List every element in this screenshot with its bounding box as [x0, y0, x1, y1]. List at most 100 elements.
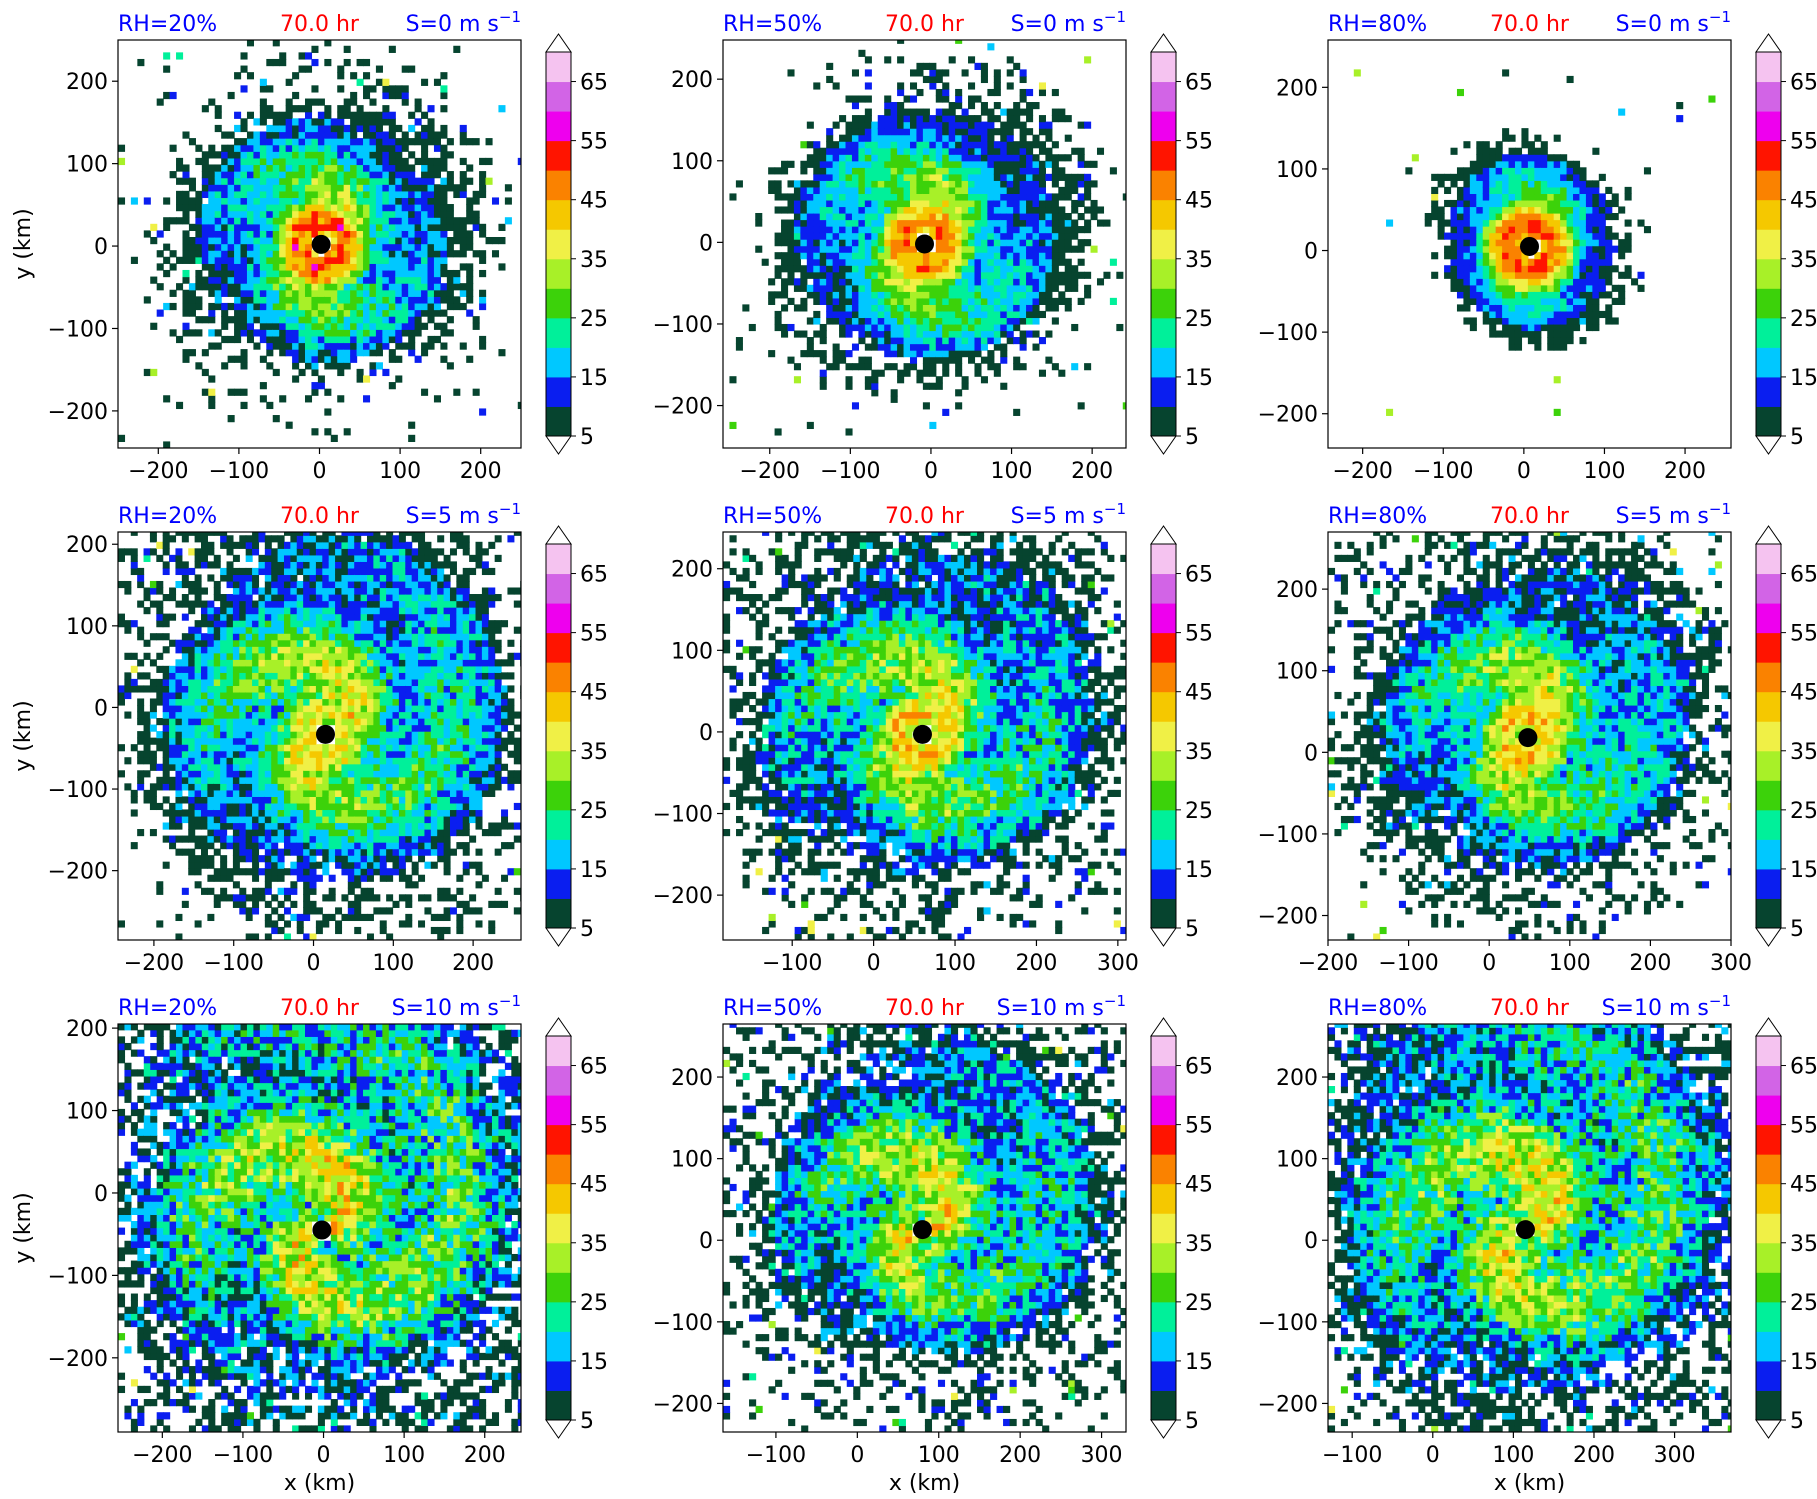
colorbar-tick-label: 5: [1185, 917, 1199, 942]
colorbar-frame: [545, 51, 572, 437]
panel-title-left: RH=50%: [723, 504, 822, 529]
colorbar-tick-label: 15: [1185, 858, 1213, 883]
colorbar-segment: [1756, 603, 1781, 634]
colorbar-segment: [1151, 691, 1176, 722]
colorbar-segment: [1151, 839, 1176, 870]
colorbar-segment: [546, 1036, 571, 1067]
colorbar: 5 15 25 35 45 55 65: [1755, 33, 1817, 455]
colorbar-segment: [1756, 52, 1781, 83]
panel-title-right-exponent: −1: [1709, 8, 1731, 26]
colorbar-segment: [1756, 1124, 1781, 1155]
colorbar-segment: [1151, 1124, 1176, 1155]
colorbar-segment: [1756, 81, 1781, 112]
y-tick-label: 200: [66, 533, 108, 558]
x-tick-label: −100: [203, 951, 263, 976]
colorbar-frame: [545, 543, 572, 929]
y-tick-label: 100: [66, 1100, 108, 1125]
colorbar-extend-min: [1150, 435, 1177, 455]
x-tick-label: 100: [379, 459, 421, 484]
x-tick-label: −200: [132, 1443, 192, 1468]
colorbar-segment: [546, 258, 571, 289]
colorbar-segment: [1151, 140, 1176, 171]
x-axis-label: x (km): [284, 1471, 355, 1496]
colorbar-segment: [1151, 1390, 1176, 1421]
panel-title-right-exponent: −1: [1104, 500, 1126, 518]
y-tick-label: −200: [653, 884, 713, 909]
colorbar-segment: [1151, 632, 1176, 663]
y-tick-label: 100: [671, 150, 713, 175]
colorbar-tick-label: 45: [1185, 1173, 1213, 1198]
x-tick-label: 200: [999, 1443, 1041, 1468]
y-tick-label: 0: [94, 1182, 108, 1207]
panel-1-1: −100 0 100 200 300 −200 −100 0 100 200 RH=50% 70.0 …: [653, 500, 1213, 976]
colorbar-frame: [1755, 1035, 1782, 1421]
panel-title-center: 70.0 hr: [885, 504, 965, 529]
axes-frame: [117, 531, 522, 941]
colorbar-segment: [1756, 868, 1781, 899]
colorbar-segment: [546, 376, 571, 407]
colorbar-tick-label: 25: [580, 1291, 608, 1316]
colorbar-segment: [1756, 721, 1781, 752]
colorbar-tick-label: 55: [1790, 1114, 1817, 1139]
colorbar-tick-label: 65: [1790, 71, 1817, 96]
colorbar-frame: [1150, 51, 1177, 437]
colorbar-segment: [1756, 1390, 1781, 1421]
colorbar-segment: [1756, 1331, 1781, 1362]
y-tick-label: 100: [671, 639, 713, 664]
y-tick-label: 200: [671, 558, 713, 583]
y-tick-label: −200: [48, 860, 108, 885]
colorbar-segment: [1151, 1242, 1176, 1273]
colorbar-segment: [546, 140, 571, 171]
colorbar-segment: [1151, 52, 1176, 83]
colorbar-frame: [1755, 51, 1782, 437]
x-tick-label: −200: [1298, 951, 1358, 976]
panel-title-left: RH=20%: [118, 12, 217, 37]
colorbar-tick-label: 45: [1185, 189, 1213, 214]
colorbar-segment: [1756, 406, 1781, 437]
wind-field: [723, 532, 1126, 940]
panel-title-right: S=0 m s−1: [406, 8, 521, 37]
colorbar-tick-label: 45: [1790, 189, 1817, 214]
colorbar-segment: [1151, 111, 1176, 142]
y-tick-label: −100: [653, 803, 713, 828]
colorbar-segment: [1151, 1154, 1176, 1185]
colorbar-tick-label: 45: [580, 681, 608, 706]
panel-0-2: −200 −100 0 100 200 −200 −100 0 100 200 RH=80% 70.0…: [1258, 8, 1817, 484]
x-tick-label: −100: [209, 459, 269, 484]
colorbar-tick-label: 5: [580, 917, 594, 942]
colorbar-segment: [1756, 898, 1781, 929]
x-tick-label: 0: [317, 1443, 331, 1468]
colorbar-segment: [1756, 1272, 1781, 1303]
colorbar-segment: [1756, 1360, 1781, 1391]
colorbar-tick-label: 35: [1790, 1232, 1817, 1257]
colorbar-segment: [1151, 1213, 1176, 1244]
colorbar-segment: [1151, 1095, 1176, 1126]
colorbar-tick-label: 65: [1790, 563, 1817, 588]
wind-field: [729, 40, 1126, 436]
colorbar-segment: [546, 199, 571, 230]
y-tick-label: −100: [653, 1311, 713, 1336]
x-tick-label: 100: [372, 951, 414, 976]
colorbar-segment: [546, 229, 571, 260]
x-tick-label: 0: [924, 459, 938, 484]
x-tick-label: 300: [1081, 1443, 1123, 1468]
colorbar-segment: [546, 898, 571, 929]
colorbar-tick-label: 25: [580, 307, 608, 332]
x-tick-label: −100: [820, 459, 880, 484]
storm-center-marker: [912, 1220, 932, 1240]
colorbar-tick-label: 15: [1185, 366, 1213, 391]
colorbar-segment: [1151, 229, 1176, 260]
colorbar-segment: [1151, 809, 1176, 840]
panel-title-left: RH=50%: [723, 996, 822, 1021]
colorbar-tick-label: 5: [580, 425, 594, 450]
colorbar-segment: [546, 317, 571, 348]
colorbar-tick-label: 25: [1790, 799, 1817, 824]
panel-1-2: −200 −100 0 100 200 300 −200 −100 0 100 200 RH=80% 7…: [1258, 500, 1817, 976]
colorbar-segment: [546, 1065, 571, 1096]
colorbar-tick-label: 35: [580, 1232, 608, 1257]
colorbar-segment: [546, 839, 571, 870]
colorbar-segment: [1756, 1154, 1781, 1185]
colorbar-tick-label: 5: [1790, 425, 1804, 450]
colorbar-segment: [1151, 780, 1176, 811]
panel-1-0: −200 −100 0 100 200 −200 −100 0 100 200 RH=20% 70.0…: [11, 500, 608, 976]
